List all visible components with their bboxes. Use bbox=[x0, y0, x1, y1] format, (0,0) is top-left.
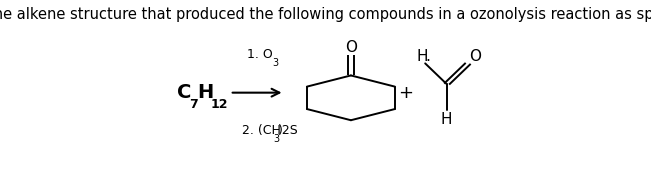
Text: +: + bbox=[398, 84, 413, 102]
Text: 7: 7 bbox=[189, 98, 197, 111]
Text: 12: 12 bbox=[211, 98, 229, 111]
Text: C: C bbox=[177, 83, 191, 102]
Text: H: H bbox=[441, 112, 452, 127]
Text: 2. (CH: 2. (CH bbox=[242, 124, 281, 137]
Text: .: . bbox=[426, 49, 431, 64]
Text: Draw the alkene structure that produced the following compounds in a ozonolysis : Draw the alkene structure that produced … bbox=[0, 6, 651, 22]
Text: O: O bbox=[469, 49, 481, 64]
Text: )2S: )2S bbox=[278, 124, 299, 137]
Text: 3: 3 bbox=[273, 134, 280, 144]
Text: O: O bbox=[345, 40, 357, 55]
Text: H: H bbox=[198, 83, 214, 102]
Text: 3: 3 bbox=[273, 58, 279, 68]
Text: 1. O: 1. O bbox=[247, 48, 273, 61]
Text: H: H bbox=[416, 49, 428, 64]
